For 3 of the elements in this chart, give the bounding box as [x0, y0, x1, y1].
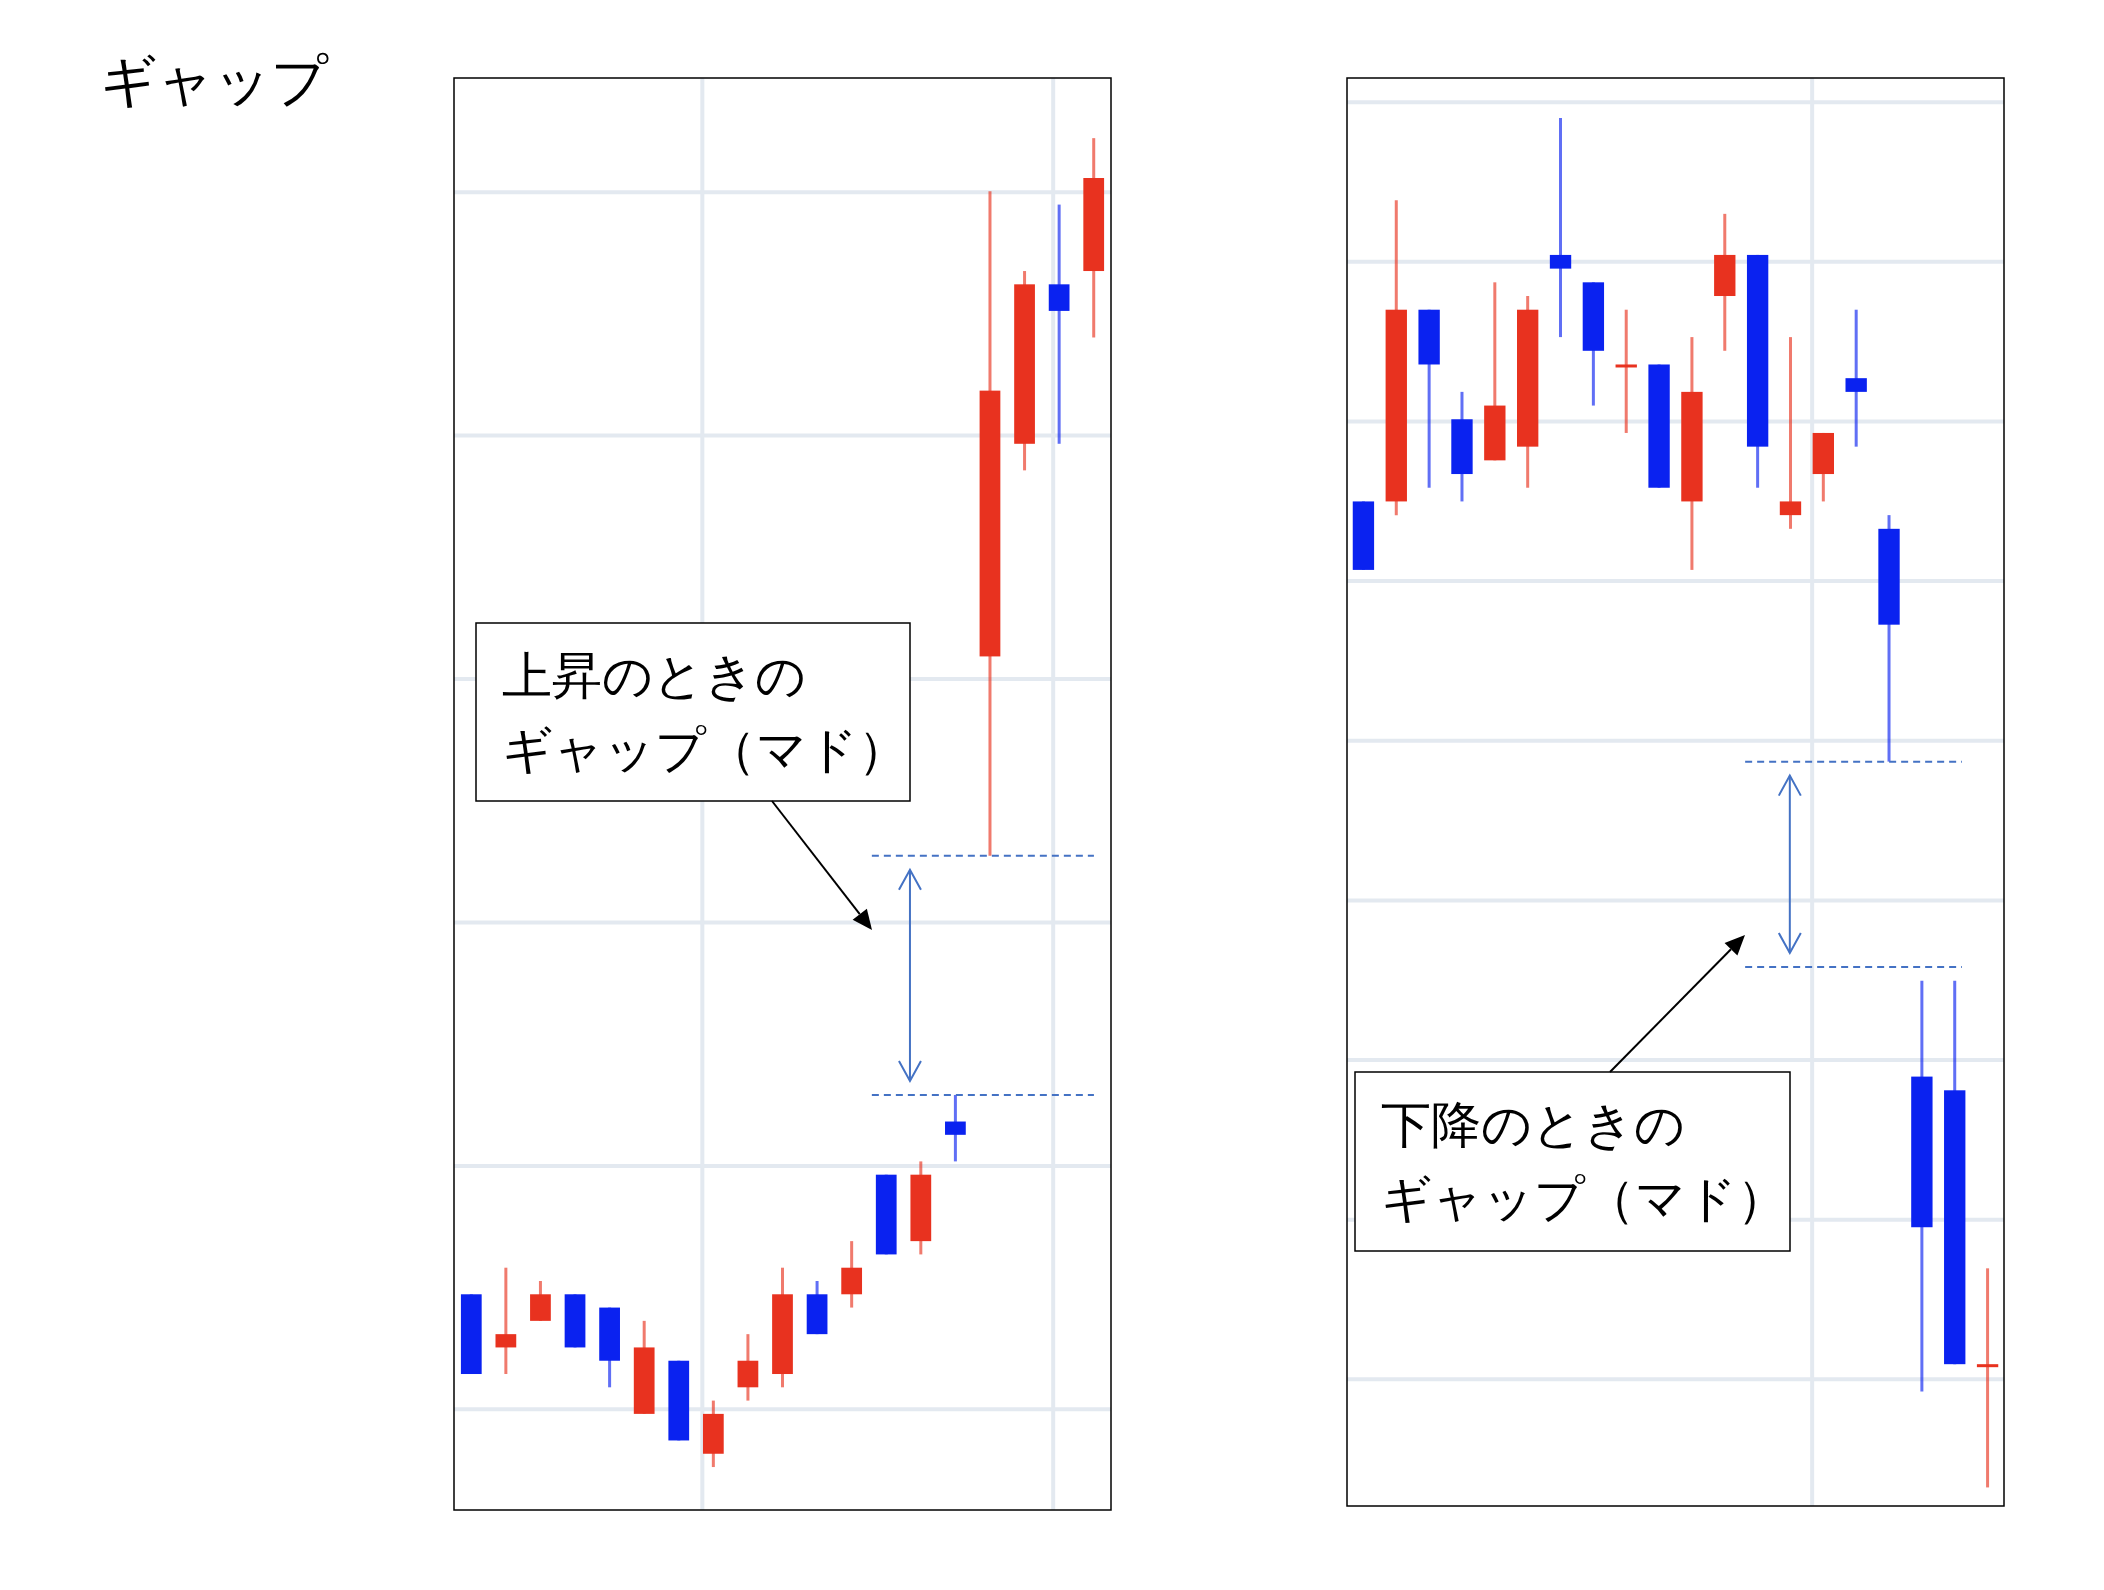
chart-title: ギャップ — [100, 49, 329, 112]
annotation: 下降のときのギャップ（マド） — [1381, 1097, 1787, 1227]
annotation: 上昇のときのギャップ（マド） — [502, 648, 908, 778]
